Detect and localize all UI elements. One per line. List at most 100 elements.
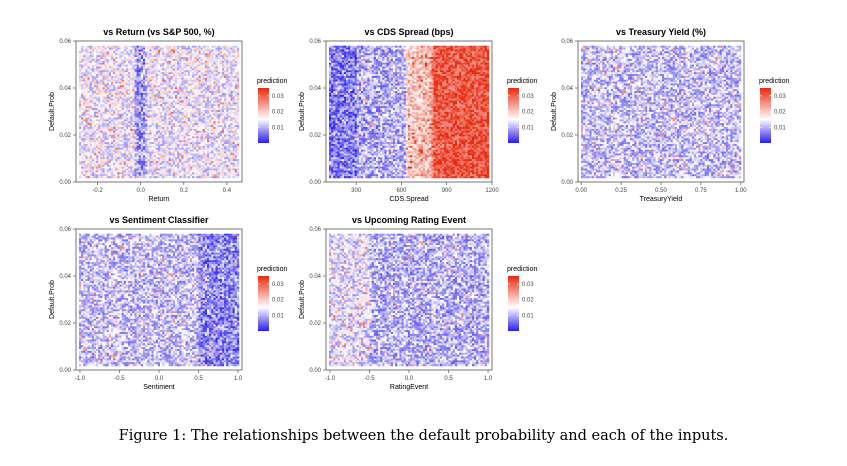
heatmap-tile <box>157 55 161 58</box>
heatmap-tile <box>125 89 129 92</box>
heatmap-tile <box>228 162 231 166</box>
heatmap-tile <box>168 130 171 133</box>
heatmap-tile <box>83 164 86 167</box>
heatmap-tile <box>149 72 152 75</box>
heatmap-tile <box>85 70 88 73</box>
heatmap-tile <box>221 45 225 48</box>
heatmap-tile <box>115 89 118 92</box>
heatmap-tile <box>89 138 93 141</box>
heatmap-tile <box>168 128 171 131</box>
heatmap-tile <box>93 147 97 150</box>
heatmap-tile <box>117 142 120 145</box>
heatmap-tile <box>168 147 171 150</box>
heatmap-tile <box>113 132 116 135</box>
heatmap-tile <box>108 75 112 79</box>
heatmap-tile <box>166 49 169 52</box>
heatmap-tile <box>204 115 208 118</box>
heatmap-tile <box>226 102 229 105</box>
heatmap-tile <box>91 96 95 99</box>
heatmap-tile <box>172 83 176 86</box>
heatmap-tile <box>138 81 142 84</box>
heatmap-tile <box>132 128 135 131</box>
heatmap-tile <box>151 168 154 171</box>
heatmap-tile <box>179 57 182 60</box>
heatmap-tile <box>125 47 129 50</box>
heatmap-tile <box>221 70 225 73</box>
heatmap-tile <box>217 102 221 105</box>
heatmap-tile <box>123 91 127 94</box>
heatmap-tile <box>187 45 191 48</box>
heatmap-tile <box>168 89 171 92</box>
heatmap-tile <box>228 136 231 139</box>
heatmap-tile <box>91 166 95 169</box>
heatmap-tile <box>128 147 131 150</box>
heatmap-tile <box>138 85 142 88</box>
heatmap-tile <box>209 81 212 84</box>
heatmap-tile <box>168 53 171 56</box>
heatmap-tile <box>83 153 86 156</box>
heatmap-tile <box>81 111 84 114</box>
heatmap-tile <box>168 117 171 120</box>
heatmap-tile <box>106 134 110 137</box>
heatmap-tile <box>140 45 144 48</box>
heatmap-tile <box>111 96 114 99</box>
heatmap-tile <box>224 168 227 171</box>
heatmap-tile <box>85 55 88 58</box>
heatmap-tile <box>164 79 167 82</box>
heatmap-tile <box>224 123 227 126</box>
heatmap-tile <box>93 68 97 71</box>
heatmap-tile <box>183 53 186 56</box>
heatmap-tile <box>155 170 159 173</box>
heatmap-tile <box>189 55 193 58</box>
heatmap-tile <box>183 155 186 158</box>
heatmap-tile <box>155 47 159 50</box>
heatmap-tile <box>209 77 212 80</box>
heatmap-tile <box>85 174 88 177</box>
heatmap-tile <box>125 138 129 141</box>
heatmap-tile <box>87 130 90 133</box>
heatmap-tile <box>125 176 129 179</box>
heatmap-tile <box>98 53 101 56</box>
heatmap-tile <box>179 75 182 79</box>
heatmap-tile <box>89 72 93 75</box>
heatmap-tile <box>136 104 139 107</box>
heatmap-tile <box>111 174 114 177</box>
heatmap-tile <box>123 64 127 67</box>
heatmap-tile <box>134 157 137 160</box>
heatmap-tile <box>202 96 206 99</box>
heatmap-tile <box>157 62 161 65</box>
heatmap-tile <box>224 55 227 58</box>
heatmap-tile <box>179 155 182 158</box>
heatmap-tile <box>175 164 178 167</box>
heatmap-tile <box>202 47 206 50</box>
heatmap-tile <box>185 138 189 141</box>
heatmap-tile <box>136 79 139 82</box>
heatmap-tile <box>217 64 221 67</box>
heatmap-tile <box>106 106 110 109</box>
heatmap-tile <box>96 125 99 128</box>
heatmap-tile <box>104 89 107 92</box>
heatmap-tile <box>145 176 148 179</box>
heatmap-tile <box>172 62 176 65</box>
heatmap-tile <box>145 123 148 126</box>
heatmap-tile <box>143 136 146 139</box>
heatmap-tile <box>96 60 99 63</box>
heatmap-tile <box>215 83 218 86</box>
heatmap-tile <box>128 108 131 111</box>
heatmap-tile <box>125 162 129 166</box>
heatmap-tile <box>115 53 118 56</box>
heatmap-tile <box>81 66 84 69</box>
heatmap-tile <box>130 111 133 114</box>
heatmap-tile <box>211 168 214 171</box>
heatmap-tile <box>226 89 229 92</box>
heatmap-tile <box>104 123 107 126</box>
heatmap-tile <box>140 92 144 96</box>
heatmap-tile <box>83 143 86 147</box>
heatmap-tile <box>209 153 212 156</box>
heatmap-tile <box>153 92 157 96</box>
heatmap-tile <box>185 55 189 58</box>
heatmap-tile <box>211 130 214 133</box>
heatmap-tile <box>217 145 221 149</box>
heatmap-tile <box>111 170 114 173</box>
heatmap-tile <box>96 94 99 97</box>
